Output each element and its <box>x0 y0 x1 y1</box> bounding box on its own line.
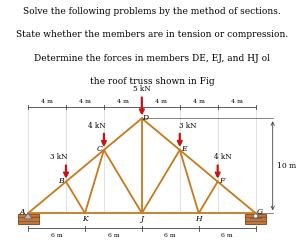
Text: K: K <box>82 215 88 223</box>
Text: F: F <box>219 177 225 185</box>
Text: C: C <box>96 145 102 153</box>
Text: 3 kN: 3 kN <box>50 153 67 161</box>
Text: 10 m: 10 m <box>278 162 297 170</box>
Text: State whether the members are in tension or compression.: State whether the members are in tension… <box>16 29 288 39</box>
Text: the roof truss shown in Fig: the roof truss shown in Fig <box>90 77 214 86</box>
Text: 4 m: 4 m <box>231 99 243 104</box>
Text: H: H <box>195 215 202 223</box>
Text: Determine the forces in members DE, EJ, and HJ ol: Determine the forces in members DE, EJ, … <box>34 54 270 63</box>
Text: 4 m: 4 m <box>193 99 205 104</box>
Text: 4 m: 4 m <box>117 99 129 104</box>
Text: 6 m: 6 m <box>51 233 62 238</box>
Text: 5 kN: 5 kN <box>133 85 151 93</box>
Text: 4 kN: 4 kN <box>88 122 105 130</box>
Polygon shape <box>24 213 32 219</box>
Text: 4 m: 4 m <box>155 99 167 104</box>
Text: 6 m: 6 m <box>221 233 233 238</box>
Text: 4 kN: 4 kN <box>214 153 231 161</box>
Circle shape <box>254 214 258 218</box>
Text: J: J <box>140 215 143 223</box>
Text: 4 m: 4 m <box>79 99 91 104</box>
Text: B: B <box>58 177 64 185</box>
Text: 3 kN: 3 kN <box>179 122 196 130</box>
Text: 6 m: 6 m <box>164 233 176 238</box>
Bar <box>18 214 39 224</box>
Text: 6 m: 6 m <box>108 233 119 238</box>
Text: D: D <box>143 114 149 122</box>
Text: 4 m: 4 m <box>41 99 53 104</box>
Text: A: A <box>20 208 25 216</box>
Text: G: G <box>257 208 264 216</box>
Text: Solve the following problems by the method of sections.: Solve the following problems by the meth… <box>23 7 281 16</box>
Text: E: E <box>181 146 186 154</box>
Bar <box>245 214 266 224</box>
